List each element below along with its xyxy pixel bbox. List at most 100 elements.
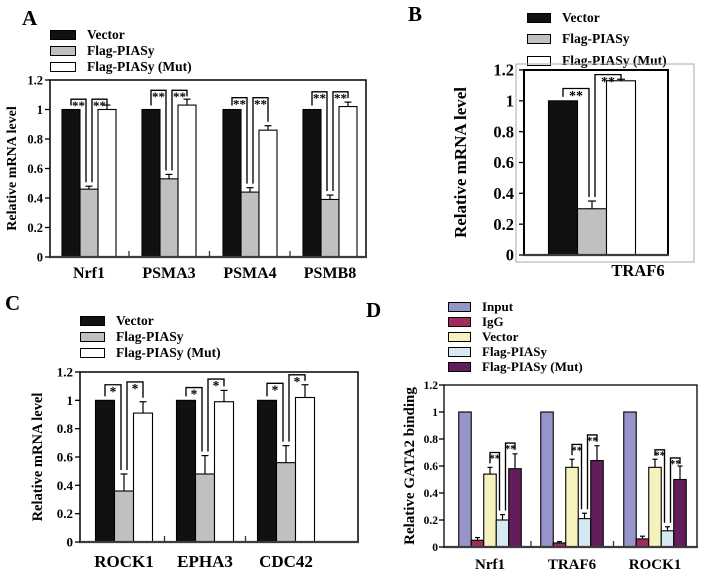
x-category-label: EPHA3: [177, 552, 233, 571]
bar-flag-piasy-mut--traf6: [605, 80, 637, 256]
bar-flag-piasy-mut--rock1: [673, 478, 687, 548]
legend-label: Input: [482, 298, 514, 314]
bar-flag-piasy-nrf1: [495, 519, 510, 548]
legend-panel-c: Vector Flag-PIASy Flag-PIASy (Mut): [80, 313, 221, 361]
x-category-label: PSMA3: [142, 265, 195, 282]
significance-stars: **: [587, 435, 599, 447]
panel-b-letter: B: [408, 2, 423, 26]
significance-bracket: [266, 382, 284, 442]
significance-bracket: [207, 378, 225, 452]
panel-c-letter: C: [5, 291, 21, 315]
y-tick-label: 0.4: [57, 478, 74, 493]
legend-swatch-icon: [448, 301, 471, 312]
significance-bracket: [332, 91, 349, 192]
bar-flag-piasy-psmb8: [320, 198, 340, 258]
x-category-label: PSMB8: [304, 265, 356, 282]
legend-swatch-icon: [448, 346, 471, 357]
legend-label: Flag-PIASy: [87, 43, 155, 58]
bar-vector-traf6: [547, 100, 579, 256]
bar-vector-psma4: [222, 108, 242, 258]
significance-bracket: [91, 98, 108, 183]
y-tick-label: 1: [37, 103, 43, 117]
significance-bracket: [252, 97, 269, 184]
significance-bracket: [654, 449, 666, 523]
significance-bracket: [231, 97, 248, 184]
legend-item: Flag-PIASy: [448, 344, 583, 359]
legend-swatch-icon: [50, 62, 76, 72]
significance-stars: **: [152, 89, 165, 104]
significance-bracket: [150, 89, 167, 171]
legend-label: Flag-PIASy: [482, 343, 547, 359]
y-tick-label: 0.8: [57, 421, 74, 436]
bar-flag-piasy-traf6: [576, 208, 608, 256]
legend-label: Vector: [562, 9, 600, 25]
bar-input-nrf1: [458, 411, 472, 548]
y-tick-label: 0.4: [493, 184, 514, 203]
panel-a-letter: A: [22, 6, 38, 30]
significance-bracket: [311, 91, 328, 192]
significance-bracket: [104, 384, 122, 470]
legend-label: Vector: [116, 313, 154, 328]
legend-item: Flag-PIASy: [50, 43, 192, 59]
legend-label: Flag-PIASy (Mut): [116, 345, 221, 360]
legend-swatch-icon: [527, 34, 551, 45]
legend-label: Vector: [87, 27, 125, 42]
y-tick-label: 1: [432, 407, 438, 419]
significance-bracket: [489, 451, 501, 511]
legend-item: Input: [448, 299, 583, 314]
y-tick-label: 0.4: [27, 191, 43, 205]
significance-stars: **: [601, 75, 615, 90]
significance-bracket: [669, 457, 681, 523]
y-tick-label: 0.6: [424, 461, 439, 473]
y-tick-label: 0: [67, 534, 74, 549]
bar-vector-traf6: [565, 466, 579, 548]
chart-panel-d: 0 0.2 0.4 0.6 0.8 1 1.2 Relative GATA2 binding N…: [402, 380, 698, 573]
legend-item: Flag-PIASy (Mut): [50, 59, 192, 75]
significance-stars: **: [233, 96, 246, 111]
panel-d-letter: D: [366, 298, 382, 322]
significance-stars: **: [571, 445, 583, 457]
bar-input-rock1: [623, 411, 637, 548]
y-tick-label: 0.2: [57, 506, 73, 521]
significance-stars: **: [72, 98, 85, 113]
chart-panel-a: 0 0.2 0.4 0.6 0.8 1 1.2 Relative mRNA level Nrf1…: [5, 73, 367, 282]
significance-bracket: [562, 87, 590, 198]
significance-stars: **: [93, 98, 106, 113]
y-tick-label: 0: [37, 250, 43, 264]
significance-bracket: [288, 374, 306, 442]
y-axis-title: Relative GATA2 binding: [402, 387, 418, 545]
bar-vector-nrf1: [61, 108, 81, 258]
significance-bracket: [504, 442, 516, 511]
significance-stars: **: [313, 90, 326, 105]
bar-flag-piasy-psma4: [240, 191, 260, 258]
y-tick-label: 0.8: [27, 132, 43, 146]
significance-stars: *: [132, 381, 139, 396]
legend-label: Flag-PIASy: [562, 31, 630, 47]
y-tick-label: 0.2: [27, 221, 43, 235]
legend-panel-d: Input IgG Vector Flag-PIASy Flag-PIASy (Mut): [448, 299, 583, 374]
x-category-label: Nrf1: [475, 557, 505, 573]
legend-swatch-icon: [448, 331, 471, 342]
bar-vector-nrf1: [483, 473, 497, 548]
bar-flag-piasy-mut--psma4: [258, 129, 278, 258]
bar-input-traf6: [540, 411, 554, 548]
significance-bracket: [185, 386, 203, 452]
significance-bracket: [70, 98, 87, 183]
legend-item: Vector: [527, 7, 667, 29]
legend-item: IgG: [448, 314, 583, 329]
legend-swatch-icon: [527, 12, 551, 23]
significance-stars: **: [670, 458, 682, 470]
legend-swatch-icon: [527, 55, 551, 66]
significance-stars: **: [173, 89, 186, 104]
legend-label: Flag-PIASy (Mut): [482, 358, 583, 374]
y-tick-label: 0.2: [424, 515, 439, 527]
y-tick-label: 1: [506, 91, 514, 110]
y-axis-title: Relative mRNA level: [5, 106, 20, 231]
bar-flag-piasy-epha3: [194, 473, 216, 543]
y-axis-title: Relative mRNA level: [30, 393, 46, 522]
x-category-label: CDC42: [259, 552, 313, 571]
x-category-label: TRAF6: [548, 557, 597, 573]
significance-stars: *: [294, 374, 301, 389]
legend-swatch-icon: [80, 348, 105, 358]
